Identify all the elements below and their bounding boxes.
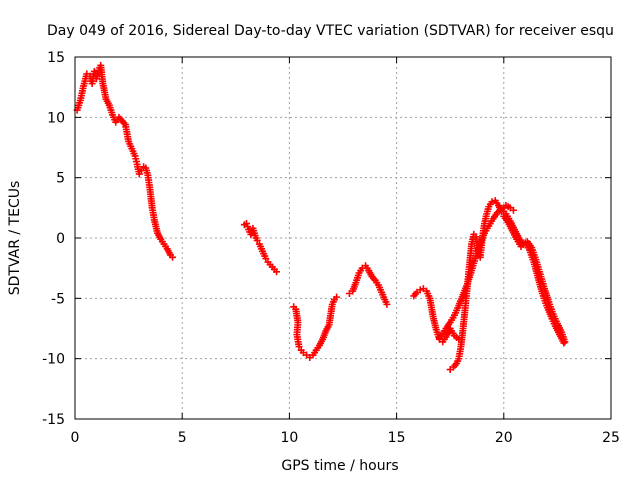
axis-ticks: 0 5 10 15 20 25 -15 -10 -5 0 5 10 15 — [42, 50, 620, 446]
x-tick-label: 0 — [71, 430, 80, 446]
data-point — [273, 268, 281, 276]
y-axis-label: SDTVAR / TECUs — [7, 181, 23, 296]
y-tick-label: 10 — [47, 110, 65, 126]
data-point — [383, 300, 391, 308]
grid — [75, 57, 611, 419]
series-arc-1 — [73, 61, 177, 261]
data-point — [262, 255, 270, 263]
x-tick-label: 15 — [388, 430, 406, 446]
y-tick-label: -5 — [51, 291, 65, 307]
series-arc-4 — [345, 262, 391, 308]
data-point — [416, 286, 424, 294]
y-tick-label: -15 — [42, 412, 65, 428]
chart-title: Day 049 of 2016, Sidereal Day-to-day VTE… — [47, 23, 614, 39]
x-tick-label: 25 — [602, 430, 620, 446]
data-point — [295, 343, 303, 351]
data-point — [509, 206, 517, 214]
data-point — [253, 236, 261, 244]
y-tick-label: -10 — [42, 352, 65, 368]
series-arc-7 — [435, 205, 569, 346]
data-point — [135, 170, 143, 178]
y-tick-label: 15 — [47, 50, 65, 66]
data-series — [73, 61, 569, 374]
data-point — [333, 293, 341, 301]
series-arc-2 — [240, 220, 281, 276]
data-point — [169, 253, 177, 261]
series-arc-8 — [500, 212, 568, 347]
y-tick-label: 0 — [56, 231, 65, 247]
y-tick-label: 5 — [56, 171, 65, 187]
x-tick-label: 10 — [280, 430, 298, 446]
data-point — [488, 198, 496, 206]
x-tick-label: 5 — [178, 430, 187, 446]
data-point — [560, 339, 568, 347]
series-arc-3 — [290, 293, 341, 361]
x-tick-label: 20 — [495, 430, 513, 446]
x-axis-label: GPS time / hours — [281, 458, 398, 474]
